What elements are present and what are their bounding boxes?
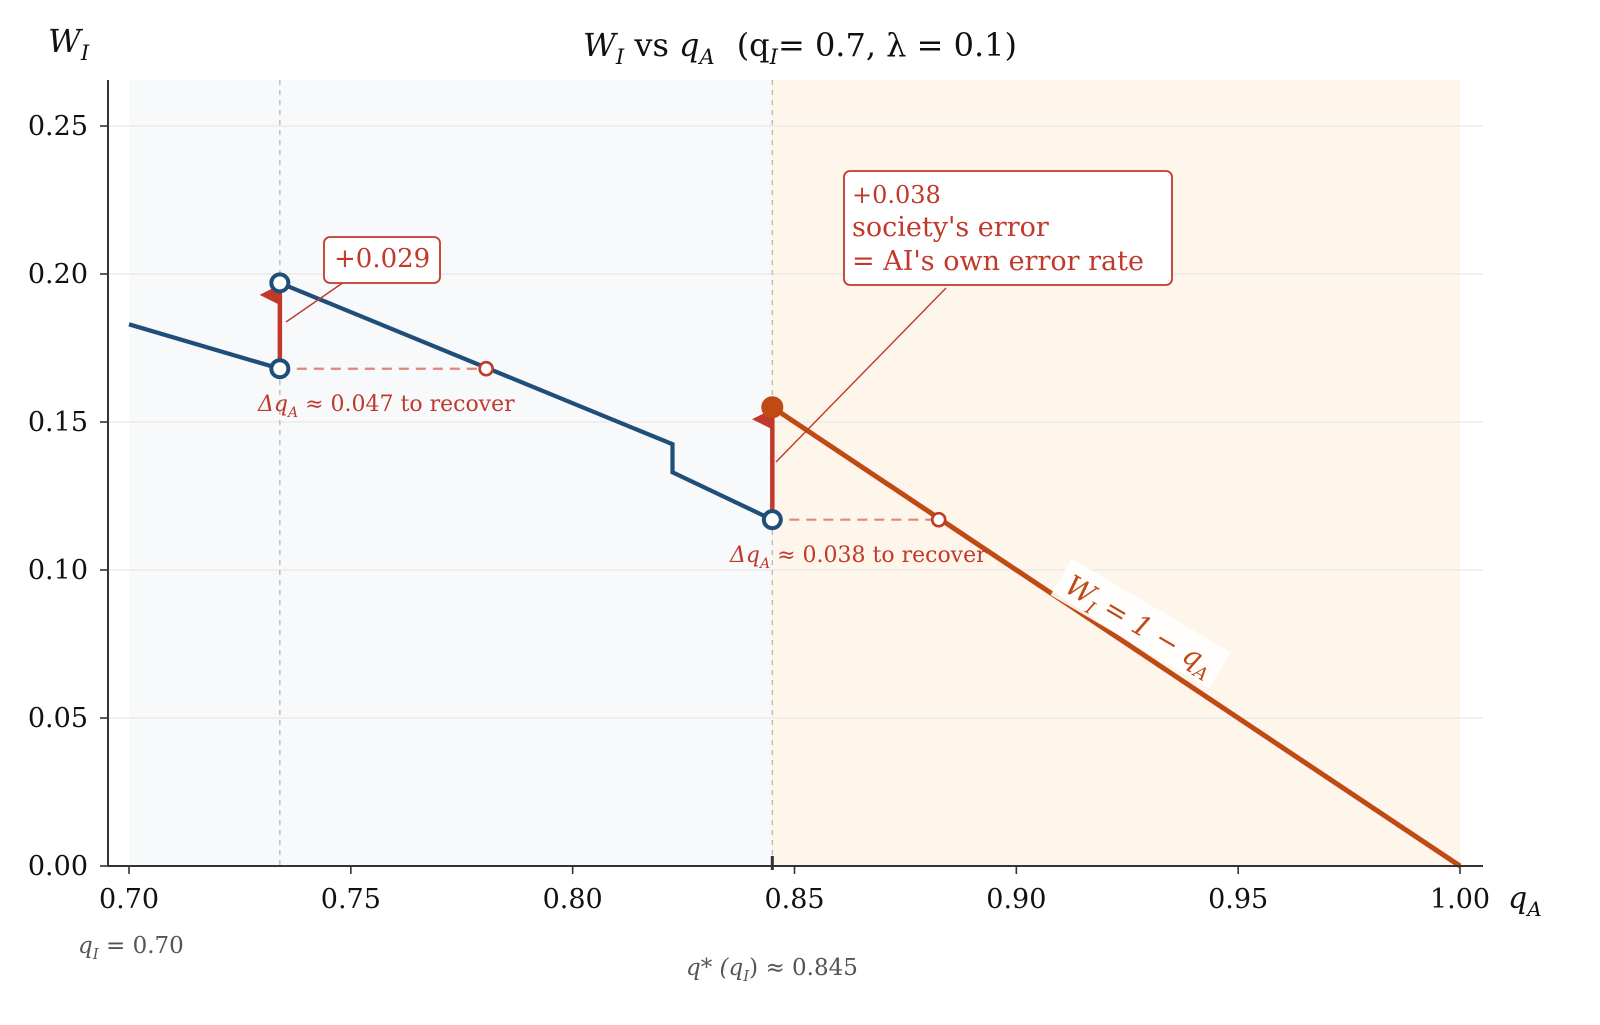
region-0	[129, 80, 773, 866]
marker-small-4	[478, 360, 494, 377]
point-markers	[269, 272, 947, 531]
y-tick-label-2: 0.10	[28, 555, 88, 586]
x-tick-label-2: 0.80	[543, 884, 603, 915]
series-lines	[128, 280, 1462, 869]
jump1-leader	[285, 281, 345, 323]
background-regions	[129, 80, 1460, 866]
jump-arrows	[259, 283, 775, 512]
x-tick-label-6: 1.00	[1430, 884, 1490, 915]
svg-text:+0.029: +0.029	[334, 244, 430, 274]
jump2-annotation: +0.038 society's error = AI's own error …	[843, 170, 1173, 286]
series-line-2	[770, 405, 1462, 869]
chart-title: WI vs qA (qI= 0.7, λ = 0.1)	[583, 26, 1017, 69]
marker-open-1	[269, 358, 291, 380]
y-tick-label-3: 0.15	[28, 407, 88, 438]
series-line-1	[279, 280, 774, 522]
y-tick-label-0: 0.00	[28, 851, 88, 882]
marker-small-5	[930, 511, 947, 528]
jump2-leader	[775, 287, 947, 463]
marker-open-2	[761, 509, 783, 531]
x-tick-label-5: 0.95	[1208, 884, 1268, 915]
y-tick-label-1: 0.05	[28, 703, 88, 734]
x-tick-label-4: 0.90	[986, 884, 1046, 915]
y-axis-label: WI	[48, 22, 90, 65]
marker-filled-3	[761, 396, 784, 419]
jump1-annotation: +0.029	[323, 236, 441, 284]
threshold-note: q* (qI) ≈ 0.845	[686, 955, 858, 985]
svg-text:= AI's own error rate: = AI's own error rate	[852, 246, 1144, 277]
x-tick-label-0: 0.70	[99, 884, 159, 915]
axes	[107, 80, 1483, 867]
svg-text:+0.038: +0.038	[852, 181, 941, 209]
recover1-label: ΔqA ≈ 0.047 to recover	[257, 392, 515, 421]
qi-note: qI = 0.70	[78, 933, 184, 963]
x-tick-label-1: 0.75	[321, 884, 381, 915]
recover-lines	[279, 367, 939, 521]
series-line-0	[128, 322, 281, 371]
x-tick-label-3: 0.85	[764, 884, 824, 915]
tick-labels: 0.70 0.75 0.80 0.85 0.90 0.95 1.00 0.00 0.05 0.10…	[28, 111, 1490, 915]
x-axis-label: qA	[1508, 881, 1542, 921]
svg-text:society's error: society's error	[852, 212, 1049, 243]
y-tick-label-4: 0.20	[28, 259, 88, 290]
recover2-label: ΔqA ≈ 0.038 to recover	[729, 543, 987, 572]
marker-open-0	[269, 272, 291, 294]
y-tick-label-5: 0.25	[28, 111, 88, 142]
